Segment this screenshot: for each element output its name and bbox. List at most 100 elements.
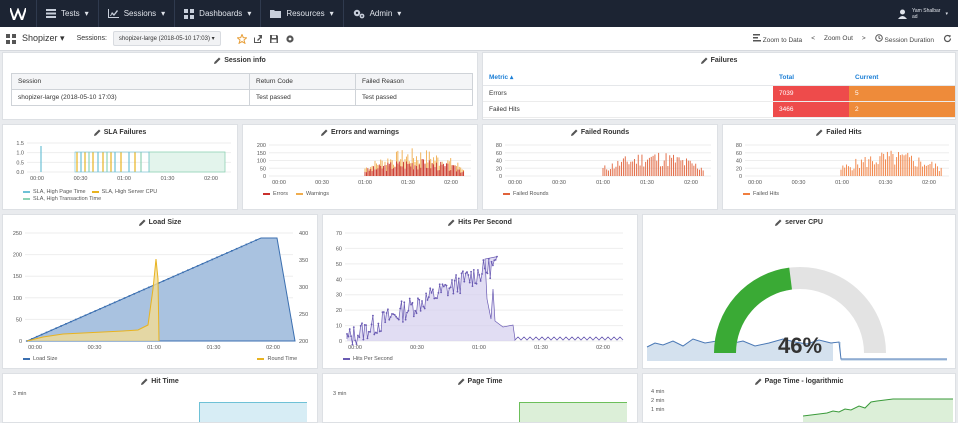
table-header[interactable]: Current — [849, 69, 955, 86]
legend-item[interactable]: SLA, High Page Time — [23, 189, 86, 195]
panel-title[interactable]: Load Size — [3, 215, 317, 229]
panel-title[interactable]: Failed Rounds — [483, 125, 717, 139]
legend-item[interactable]: Round Time — [257, 356, 297, 362]
legend-item[interactable]: Failed Hits — [743, 191, 779, 197]
y2-tick-label: 400 — [299, 231, 308, 237]
pencil-icon — [320, 129, 328, 136]
x-tick-label: 01:30 — [640, 180, 654, 186]
load-size-point — [84, 314, 87, 317]
legend-label: SLA, High Transaction Time — [33, 196, 102, 202]
dashboard-toolbar: Shopizer ▾ Sessions: shopizer-large (201… — [0, 27, 958, 51]
hps-point — [471, 285, 474, 287]
panel-title[interactable]: Errors and warnings — [243, 125, 477, 139]
x-tick-label: 02:00 — [596, 345, 610, 351]
load-size-area — [26, 237, 296, 342]
legend-item[interactable]: Load Size — [23, 356, 57, 362]
load-size-point — [99, 308, 101, 310]
hps-point — [385, 312, 388, 314]
y-tick-label: 100 — [13, 296, 22, 302]
x-tick-label: 00:00 — [30, 176, 44, 182]
zoom-prev-button[interactable]: < — [811, 35, 815, 42]
zoom-next-button[interactable]: > — [861, 35, 866, 42]
nav-sessions-label: Sessions — [123, 9, 157, 18]
nav-resources[interactable]: Resources ▾ — [260, 0, 342, 27]
pencil-icon — [214, 57, 221, 64]
total-cell: 7039 — [773, 85, 849, 102]
legend-item[interactable]: Warnings — [295, 191, 330, 197]
hps-point — [352, 326, 355, 328]
nav-tests[interactable]: Tests ▾ — [36, 0, 98, 27]
panel-title[interactable]: SLA Failures — [3, 125, 237, 139]
hps-point — [490, 260, 493, 263]
refresh-icon[interactable] — [943, 34, 952, 43]
hps-point — [427, 296, 430, 298]
hps-point — [350, 335, 352, 338]
session-select[interactable]: shopizer-large (2018-05-10 17:03) ▾ — [112, 31, 221, 46]
panel-title[interactable]: Session info — [3, 53, 477, 67]
zoom-to-data-button[interactable]: Zoom to Data — [752, 33, 802, 44]
x-tick-label: 02:00 — [266, 345, 280, 351]
y-tick-label: 0.0 — [16, 170, 24, 176]
panel-title[interactable]: Hits Per Second — [323, 215, 637, 229]
save-icon[interactable] — [269, 34, 279, 44]
legend-label: Warnings — [305, 191, 330, 197]
zoom-out-label[interactable]: Zoom Out — [823, 35, 853, 42]
session-duration-button[interactable]: Session Duration — [874, 33, 934, 44]
panel-title[interactable]: server CPU — [643, 215, 955, 229]
hps-point — [391, 312, 393, 315]
hps-point — [399, 307, 402, 310]
legend-item[interactable]: Errors — [263, 191, 288, 197]
legend-item[interactable]: Failed Rounds — [503, 191, 548, 197]
hps-point — [478, 274, 481, 276]
table-header[interactable]: Metric ▴ — [483, 69, 773, 86]
load-title: Load Size — [148, 218, 182, 226]
load-size-point — [167, 277, 170, 280]
legend-label: Load Size — [33, 356, 58, 362]
dashboard-selector[interactable]: Shopizer ▾ — [22, 33, 65, 43]
sessions-label: Sessions: — [76, 35, 107, 42]
x-tick-label: 02:00 — [922, 180, 936, 186]
rounds-title: Failed Rounds — [580, 128, 630, 136]
star-icon[interactable] — [236, 33, 247, 44]
load-size-chart: 250 200 150 100 50 0 00:00 00:30 01:00 01:30 02:00… — [13, 231, 308, 351]
cpu-value: 46% — [778, 333, 822, 358]
load-size-point — [55, 327, 58, 329]
legend-label: Failed Rounds — [513, 191, 549, 197]
panel-title[interactable]: Page Time - logarithmic — [643, 374, 955, 388]
fhits-title: Failed Hits — [826, 128, 862, 136]
app-logo[interactable] — [0, 0, 36, 27]
nav-dashboards[interactable]: Dashboards ▾ — [174, 0, 260, 27]
nav-sessions[interactable]: Sessions ▾ — [97, 0, 174, 27]
hps-point — [382, 311, 385, 313]
load-size-point — [240, 245, 243, 248]
y-tick-label: 0 — [739, 174, 742, 180]
legend-item[interactable]: Hits Per Second — [343, 356, 393, 362]
settings-gear-icon[interactable] — [285, 34, 295, 44]
y-tick-label: 40 — [496, 159, 502, 165]
table-header: Session — [11, 73, 250, 90]
hps-point — [423, 307, 426, 310]
hps-point — [438, 283, 441, 286]
y-tick: 3 min — [333, 391, 347, 397]
list-icon — [46, 9, 56, 18]
y-tick-label: 20 — [496, 166, 502, 172]
sla-failures-panel: SLA Failures 1.5 1.0 0.5 0.0 00:00 00:30 01:00… — [2, 124, 238, 210]
y-tick: 2 min — [651, 398, 665, 404]
share-icon[interactable] — [253, 34, 263, 44]
table-header[interactable]: Total — [773, 69, 849, 86]
legend-item[interactable]: SLA, High Transaction Time — [23, 196, 157, 202]
panel-title[interactable]: Failed Hits — [723, 125, 955, 139]
load-size-point — [123, 297, 126, 299]
nav-admin[interactable]: Admin ▾ — [342, 0, 411, 27]
panel-title[interactable]: Failures — [483, 53, 955, 67]
hps-point — [358, 336, 361, 339]
y-tick: 4 min — [651, 389, 665, 395]
load-size-point — [235, 247, 238, 250]
legend-item[interactable]: SLA, High Server CPU — [91, 189, 157, 195]
hps-point — [388, 318, 391, 321]
user-menu[interactable]: Yam Shalbar ad ▾ — [897, 8, 958, 20]
panel-title[interactable]: Page Time — [323, 374, 637, 388]
panel-title[interactable]: Hit Time — [3, 374, 317, 388]
load-size-point — [245, 243, 248, 246]
hps-point — [444, 283, 447, 286]
